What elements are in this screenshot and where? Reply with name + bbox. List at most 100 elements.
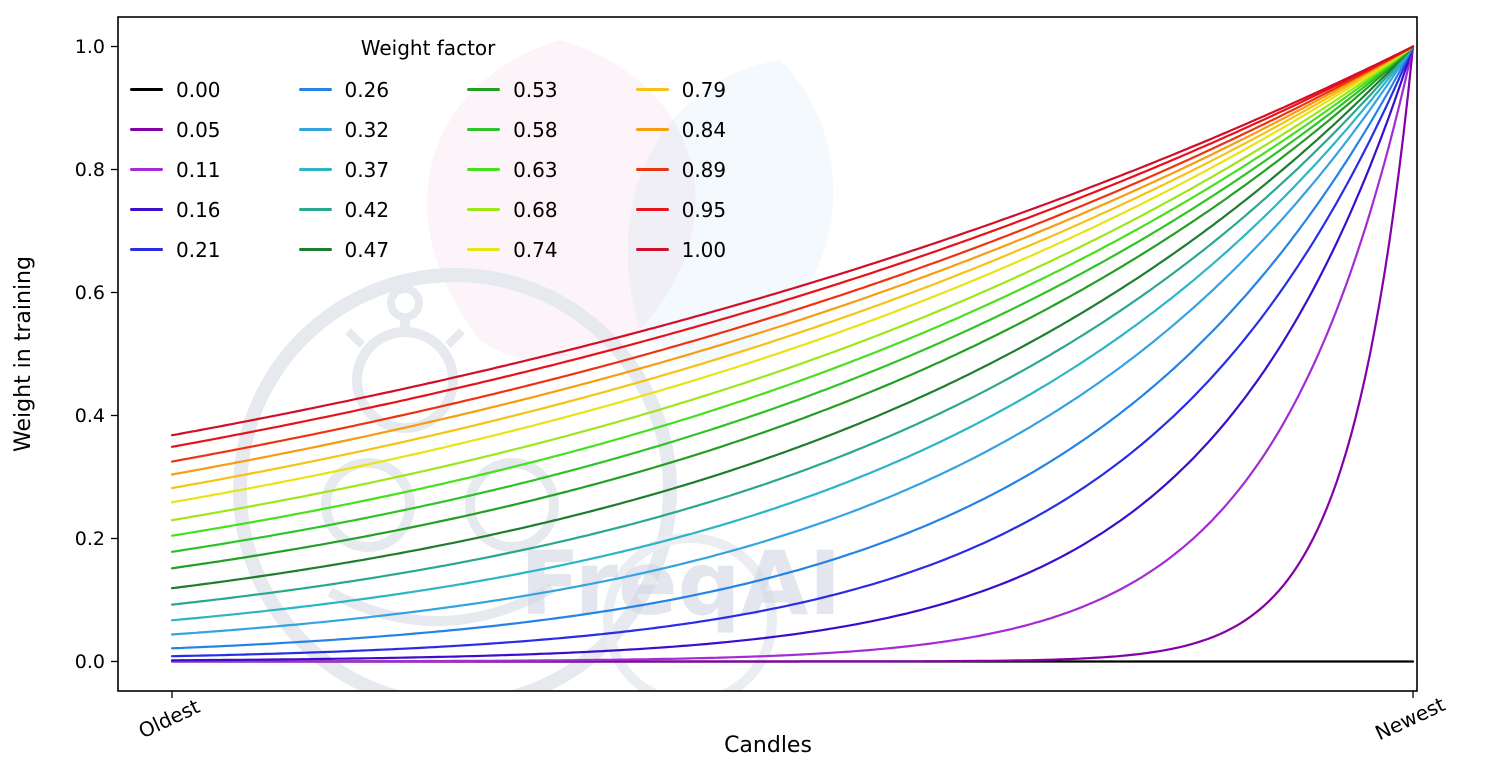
legend: Weight factor 0.00 0.05 0.11 0.16 0.21 0.26 0.… [130, 36, 726, 263]
legend-line-swatch [467, 248, 501, 251]
legend-label: 0.95 [681, 197, 727, 222]
legend-entry: 0.74 [467, 236, 558, 263]
series-line-0.68 [170, 45, 1415, 522]
legend-entry: 0.79 [635, 76, 727, 103]
legend-line-swatch [467, 128, 501, 131]
legend-label: 0.21 [176, 237, 221, 262]
legend-entry: 0.00 [130, 76, 221, 103]
curves-group [170, 45, 1415, 663]
x-tick-label: Oldest [135, 694, 204, 743]
series-line-0.47 [170, 45, 1415, 590]
series-line-0.79 [170, 45, 1415, 490]
legend-label: 0.37 [344, 157, 390, 182]
plot-border [117, 16, 1418, 692]
legend-entry: 0.95 [635, 196, 727, 223]
series-line-0.37 [170, 45, 1415, 622]
legend-label: 0.16 [176, 197, 221, 222]
legend-entries: 0.00 0.05 0.11 0.16 0.21 0.26 0.32 0.37 0.42 0.47… [130, 76, 726, 263]
legend-entry: 0.58 [467, 116, 558, 143]
legend-line-swatch [130, 208, 163, 211]
legend-line-swatch [298, 208, 332, 211]
legend-entry: 0.32 [298, 116, 390, 143]
series-line-0.95 [170, 45, 1415, 448]
legend-column: 0.53 0.58 0.63 0.68 0.74 [467, 76, 558, 263]
y-tick-label: 0.8 [75, 159, 105, 181]
legend-line-swatch [635, 208, 669, 211]
series-line-0.42 [170, 45, 1415, 606]
y-tick-label: 0.0 [75, 651, 105, 673]
legend-entry: 0.47 [298, 236, 390, 263]
series-line-0.21 [170, 45, 1415, 658]
legend-line-swatch [298, 88, 332, 91]
series-line-0.84 [170, 45, 1415, 476]
legend-label: 0.74 [513, 237, 558, 262]
series-line-1.00 [170, 45, 1415, 437]
legend-title: Weight factor [360, 36, 496, 60]
y-tick-label: 0.2 [75, 528, 105, 550]
watermark-text: FreqAI [520, 532, 841, 635]
legend-entry: 0.53 [467, 76, 558, 103]
legend-entry: 0.42 [298, 196, 390, 223]
legend-entry: 0.84 [635, 116, 727, 143]
legend-line-swatch [467, 88, 501, 91]
legend-label: 0.58 [513, 117, 558, 142]
series-line-0.63 [170, 45, 1415, 537]
legend-column: 0.00 0.05 0.11 0.16 0.21 [130, 76, 221, 263]
legend-line-swatch [130, 128, 163, 131]
legend-label: 0.79 [681, 77, 727, 102]
legend-label: 0.84 [681, 117, 727, 142]
legend-line-swatch [635, 248, 669, 251]
legend-label: 0.89 [681, 157, 727, 182]
legend-label: 0.63 [513, 157, 558, 182]
legend-column: 0.26 0.32 0.37 0.42 0.47 [298, 76, 390, 263]
legend-label: 0.00 [176, 77, 221, 102]
y-tick-label: 1.0 [75, 36, 105, 58]
legend-line-swatch [635, 168, 669, 171]
x-axis-label: Candles [724, 733, 812, 758]
legend-label: 0.32 [344, 117, 390, 142]
legend-label: 0.26 [344, 77, 390, 102]
series-line-0.53 [170, 45, 1415, 570]
legend-line-swatch [298, 128, 332, 131]
legend-column: 0.79 0.84 0.89 0.95 1.00 [635, 76, 727, 263]
legend-line-swatch [130, 248, 163, 251]
legend-line-swatch [298, 248, 332, 251]
legend-entry: 0.37 [298, 156, 390, 183]
legend-line-swatch [467, 168, 501, 171]
legend-label: 0.11 [176, 157, 221, 182]
legend-entry: 0.63 [467, 156, 558, 183]
legend-entry: 0.21 [130, 236, 221, 263]
legend-label: 0.47 [344, 237, 390, 262]
legend-line-swatch [635, 128, 669, 131]
legend-label: 0.68 [513, 197, 558, 222]
legend-entry: 0.89 [635, 156, 727, 183]
series-line-0.11 [170, 45, 1415, 663]
legend-label: 0.05 [176, 117, 221, 142]
legend-entry: 0.16 [130, 196, 221, 223]
legend-line-swatch [130, 88, 163, 91]
legend-label: 1.00 [681, 237, 727, 262]
legend-line-swatch [298, 168, 332, 171]
x-tick-label: Newest [1371, 692, 1449, 745]
series-line-0.26 [170, 45, 1415, 650]
y-axis-label: Weight in training [11, 256, 36, 452]
legend-entry: 0.68 [467, 196, 558, 223]
legend-line-swatch [635, 88, 669, 91]
legend-entry: 1.00 [635, 236, 727, 263]
legend-line-swatch [467, 208, 501, 211]
legend-entry: 0.26 [298, 76, 390, 103]
legend-label: 0.53 [513, 77, 558, 102]
legend-entry: 0.11 [130, 156, 221, 183]
series-line-0.74 [170, 45, 1415, 504]
y-tick-label: 0.4 [75, 405, 105, 427]
series-line-0.89 [170, 45, 1415, 463]
series-line-0.32 [170, 45, 1415, 636]
series-line-0.58 [170, 45, 1415, 553]
y-tick-label: 0.6 [75, 282, 105, 304]
series-line-0.16 [170, 45, 1415, 662]
legend-entry: 0.05 [130, 116, 221, 143]
legend-line-swatch [130, 168, 163, 171]
legend-label: 0.42 [344, 197, 390, 222]
